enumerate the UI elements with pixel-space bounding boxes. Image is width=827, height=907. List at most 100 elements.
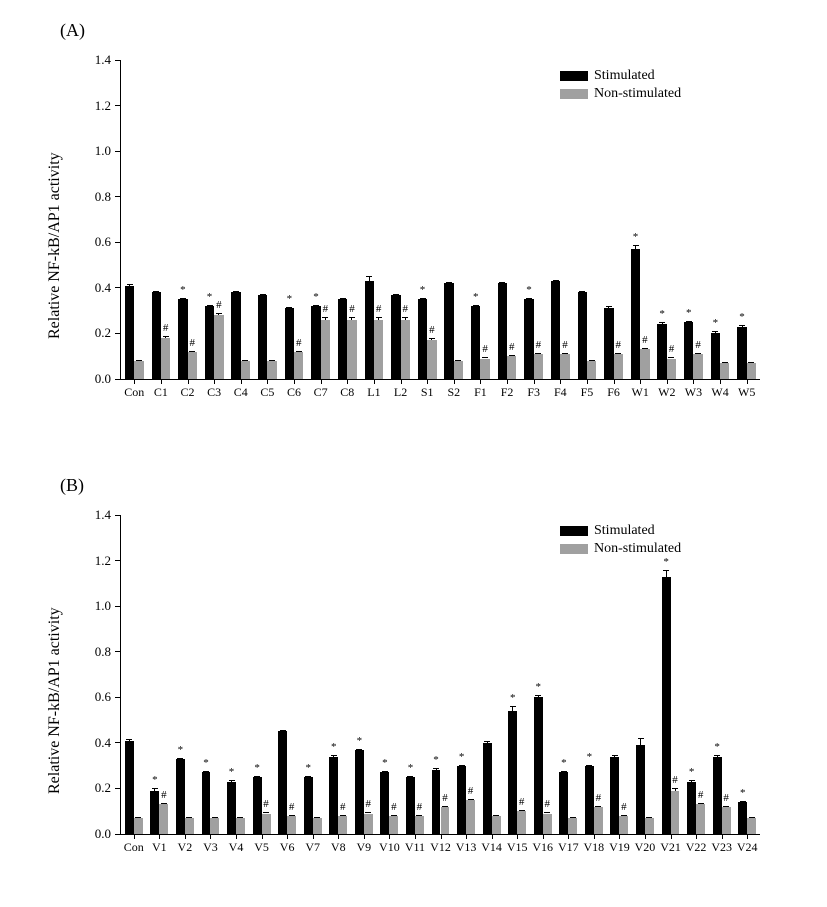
bar-nonstimulated <box>134 818 143 834</box>
significance-mark: * <box>683 307 695 319</box>
significance-mark: # <box>213 299 225 311</box>
error-cap <box>646 817 652 818</box>
significance-mark: # <box>373 303 385 315</box>
bar-stimulated <box>125 741 134 834</box>
bar-stimulated <box>508 711 517 834</box>
bar-nonstimulated <box>262 814 271 835</box>
bar-nonstimulated <box>693 354 702 379</box>
y-tick-label: 0.6 <box>81 689 111 705</box>
bar-nonstimulated <box>134 361 143 379</box>
x-tick <box>492 834 493 839</box>
error-cap <box>562 353 568 354</box>
x-tick-label: V19 <box>607 840 633 855</box>
y-tick-label: 0.8 <box>81 189 111 205</box>
error-cap <box>723 806 729 807</box>
bar-nonstimulated <box>517 811 526 834</box>
error-cap <box>322 317 328 318</box>
x-tick <box>619 834 620 839</box>
x-tick-label: V21 <box>658 840 684 855</box>
legend-label: Stimulated <box>594 68 655 84</box>
error-cap <box>242 360 248 361</box>
error-cap <box>668 357 674 358</box>
significance-mark: # <box>186 337 198 349</box>
bar-nonstimulated <box>236 818 245 834</box>
error-cap <box>663 570 669 571</box>
x-tick-label: W2 <box>654 385 681 400</box>
x-tick <box>747 379 748 384</box>
significance-mark: # <box>319 303 331 315</box>
x-tick-label: C2 <box>174 385 201 400</box>
bar-stimulated <box>457 766 466 834</box>
x-tick <box>347 379 348 384</box>
error-cap <box>177 758 183 759</box>
bar-nonstimulated <box>415 816 424 834</box>
significance-mark: # <box>439 792 451 804</box>
x-tick <box>236 834 237 839</box>
legend-label: Non-stimulated <box>594 86 681 102</box>
bar-nonstimulated <box>321 320 330 379</box>
error-cap <box>553 280 559 281</box>
x-tick <box>722 834 723 839</box>
x-tick-label: V24 <box>734 840 760 855</box>
x-tick <box>671 834 672 839</box>
error-cap <box>429 338 435 339</box>
significance-mark: # <box>506 341 518 353</box>
error-cap <box>589 360 595 361</box>
bar-nonstimulated <box>619 816 628 834</box>
error-cap <box>446 282 452 283</box>
x-tick <box>188 379 189 384</box>
error-cap <box>286 307 292 308</box>
y-tick-label: 1.0 <box>81 143 111 159</box>
bar-stimulated <box>304 777 313 834</box>
error-cap <box>748 362 754 363</box>
x-tick-label: V6 <box>274 840 300 855</box>
error-cap <box>698 803 704 804</box>
bar-nonstimulated <box>560 354 569 379</box>
error-cap <box>638 738 644 739</box>
figure: (A) Relative NF-kB/AP1 activity 0.00.20.… <box>0 0 827 907</box>
error-cap <box>510 706 516 707</box>
legend-item: Stimulated <box>560 68 681 84</box>
significance-mark: * <box>310 291 322 303</box>
significance-mark: # <box>669 774 681 786</box>
legend-label: Non-stimulated <box>594 541 681 557</box>
error-bar <box>640 738 641 745</box>
x-tick-label: V2 <box>172 840 198 855</box>
x-tick-label: V11 <box>402 840 428 855</box>
bar-stimulated <box>365 281 374 379</box>
legend-swatch <box>560 71 588 81</box>
x-tick <box>534 379 535 384</box>
x-tick <box>294 379 295 384</box>
bar-stimulated <box>578 292 587 379</box>
x-tick <box>568 834 569 839</box>
x-tick <box>364 834 365 839</box>
x-tick <box>214 379 215 384</box>
bar-nonstimulated <box>543 814 552 835</box>
bar-nonstimulated <box>374 320 383 379</box>
x-tick <box>517 834 518 839</box>
error-cap <box>695 353 701 354</box>
x-tick-label: V16 <box>530 840 556 855</box>
significance-mark: # <box>286 801 298 813</box>
error-cap <box>606 306 612 307</box>
x-tick-label: F5 <box>574 385 601 400</box>
bar-nonstimulated <box>287 816 296 834</box>
x-tick <box>134 379 135 384</box>
bar-stimulated <box>738 802 747 834</box>
error-cap <box>289 815 295 816</box>
significance-mark: * <box>523 284 535 296</box>
error-cap <box>586 765 592 766</box>
x-tick-label: F1 <box>467 385 494 400</box>
bar-stimulated <box>205 306 214 379</box>
x-tick <box>161 379 162 384</box>
bar-nonstimulated <box>492 816 501 834</box>
x-tick-label: C7 <box>307 385 334 400</box>
x-tick <box>507 379 508 384</box>
error-cap <box>722 362 728 363</box>
x-tick-label: F4 <box>547 385 574 400</box>
bar-stimulated <box>498 283 507 379</box>
x-tick <box>614 379 615 384</box>
x-tick-label: L1 <box>361 385 388 400</box>
y-tick <box>115 651 121 652</box>
bar-stimulated <box>125 286 134 379</box>
